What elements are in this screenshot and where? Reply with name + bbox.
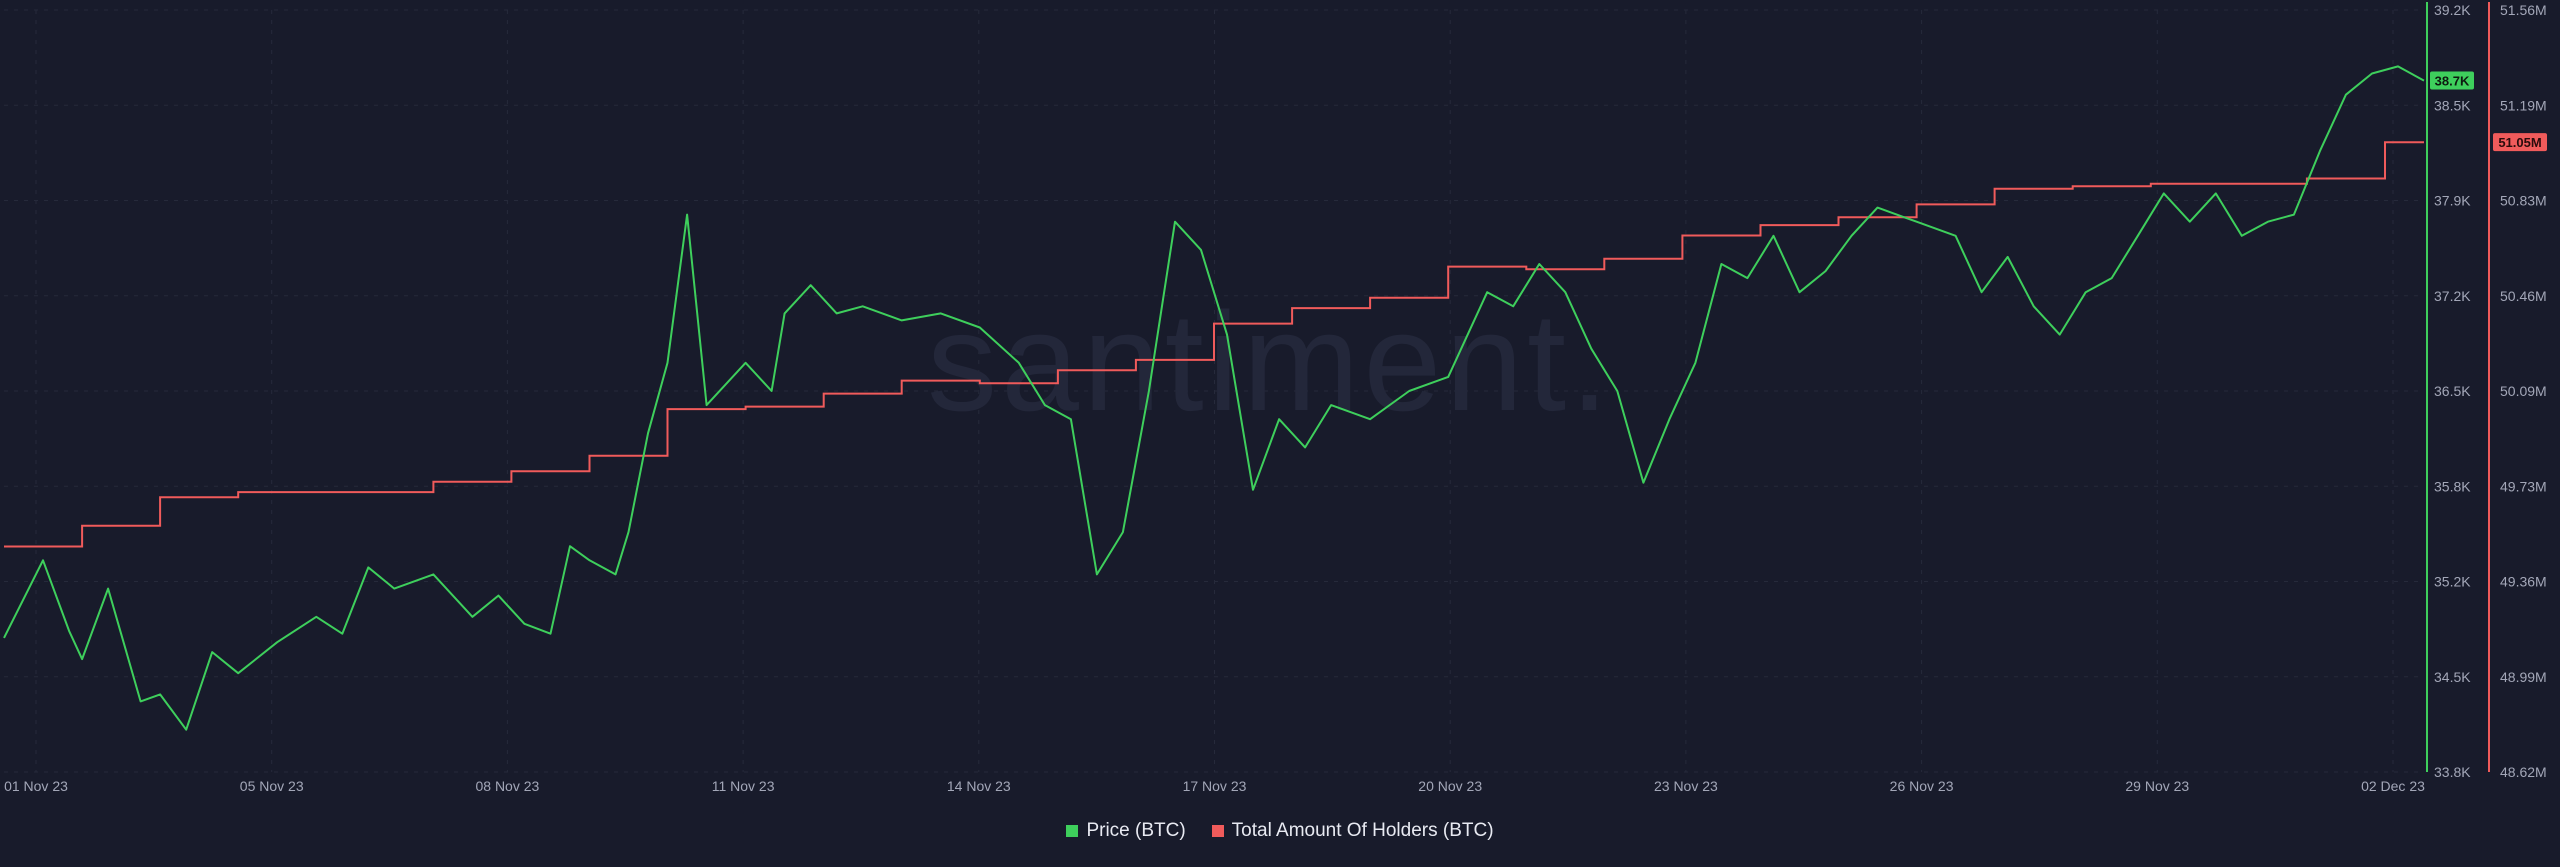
x-tick-label: 14 Nov 23 [947,778,1011,794]
price-tick-label: 37.9K [2434,193,2471,209]
x-tick-label: 20 Nov 23 [1418,778,1482,794]
x-tick-label: 23 Nov 23 [1654,778,1718,794]
legend-item-price[interactable]: Price (BTC) [1066,820,1186,842]
price-tick-label: 35.8K [2434,478,2471,494]
price-tick-label: 39.2K [2434,2,2471,18]
legend-label-price: Price (BTC) [1086,820,1186,841]
legend: Price (BTC) Total Amount Of Holders (BTC… [0,820,2560,842]
grid-lines [4,9,2424,773]
holders-tick-label: 49.36M [2500,574,2547,590]
holders-tick-label: 50.83M [2500,193,2547,209]
price-current-badge [2430,71,2474,90]
holders-tick-label: 50.46M [2500,288,2547,304]
holders-series [4,141,2424,548]
x-tick-label: 01 Nov 23 [4,778,68,794]
holders-tick-label: 50.09M [2500,383,2547,399]
legend-label-holders: Total Amount Of Holders (BTC) [1231,820,1494,841]
holders-swatch-icon [1211,825,1224,837]
price-tick-label: 37.2K [2434,288,2471,304]
price-current-badge-text: 38.7K [2435,74,2470,89]
x-tick-label: 29 Nov 23 [2125,778,2189,794]
x-axis: 01 Nov 23 05 Nov 23 08 Nov 23 11 Nov 23 14 N… [4,778,2425,794]
price-axis: 39.2K 38.5K 37.9K 37.2K 36.5K 35.8K 35.2K 34.5K… [2426,2,2474,780]
legend-item-holders[interactable]: Total Amount Of Holders (BTC) [1211,820,1494,842]
price-tick-label: 38.5K [2434,97,2471,113]
santiment-watermark: santiment. [927,283,1613,440]
holders-line [4,141,2424,548]
price-tick-label: 33.8K [2434,764,2471,780]
price-line [3,65,2425,731]
holders-tick-label: 48.62M [2500,764,2547,780]
price-swatch-icon [1066,825,1079,837]
x-tick-label: 08 Nov 23 [475,778,539,794]
x-tick-label: 11 Nov 23 [712,778,775,794]
price-tick-label: 36.5K [2434,383,2471,399]
holders-tick-label: 48.99M [2500,669,2547,685]
x-tick-label: 17 Nov 23 [1183,778,1247,794]
price-series [3,65,2425,731]
x-tick-label: 26 Nov 23 [1890,778,1954,794]
holders-axis: 51.56M 51.19M 50.83M 50.46M 50.09M 49.73M 49.3… [2488,2,2547,780]
holders-current-badge-text: 51.05M [2498,135,2541,150]
price-tick-label: 34.5K [2434,669,2471,685]
x-tick-label: 02 Dec 23 [2361,778,2425,794]
holders-tick-label: 51.56M [2500,2,2547,18]
holders-tick-label: 51.19M [2500,97,2547,113]
price-tick-label: 35.2K [2434,574,2471,590]
x-tick-label: 05 Nov 23 [240,778,304,794]
holders-current-badge [2493,133,2547,152]
holders-tick-label: 49.73M [2500,478,2547,494]
